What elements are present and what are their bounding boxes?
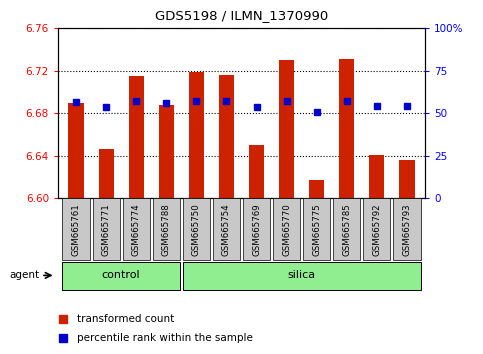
FancyBboxPatch shape [243, 198, 270, 260]
Text: control: control [102, 270, 141, 280]
Text: transformed count: transformed count [77, 314, 174, 324]
FancyBboxPatch shape [363, 198, 390, 260]
FancyBboxPatch shape [62, 262, 180, 290]
Text: silica: silica [287, 270, 316, 280]
Bar [279, 60, 294, 198]
Text: percentile rank within the sample: percentile rank within the sample [77, 333, 253, 343]
FancyBboxPatch shape [333, 198, 360, 260]
FancyBboxPatch shape [303, 198, 330, 260]
Text: GSM665788: GSM665788 [162, 203, 171, 256]
Text: GSM665769: GSM665769 [252, 203, 261, 256]
Text: GDS5198 / ILMN_1370990: GDS5198 / ILMN_1370990 [155, 9, 328, 22]
FancyBboxPatch shape [183, 262, 421, 290]
Bar [69, 103, 84, 198]
FancyBboxPatch shape [62, 198, 89, 260]
FancyBboxPatch shape [213, 198, 240, 260]
FancyBboxPatch shape [183, 198, 210, 260]
Text: agent: agent [10, 270, 40, 280]
Text: GSM665770: GSM665770 [282, 203, 291, 256]
Bar [128, 76, 144, 198]
Bar [249, 145, 264, 198]
Bar [339, 59, 355, 198]
Text: GSM665750: GSM665750 [192, 203, 201, 256]
Text: GSM665785: GSM665785 [342, 203, 351, 256]
Bar [99, 149, 114, 198]
Text: GSM665771: GSM665771 [101, 203, 111, 256]
Bar [309, 180, 324, 198]
Text: GSM665761: GSM665761 [71, 203, 81, 256]
Text: GSM665754: GSM665754 [222, 203, 231, 256]
Bar [219, 75, 234, 198]
FancyBboxPatch shape [93, 198, 120, 260]
FancyBboxPatch shape [394, 198, 421, 260]
Text: GSM665792: GSM665792 [372, 203, 382, 256]
FancyBboxPatch shape [273, 198, 300, 260]
Text: GSM665774: GSM665774 [132, 203, 141, 256]
Bar [159, 105, 174, 198]
Bar [189, 72, 204, 198]
FancyBboxPatch shape [153, 198, 180, 260]
Bar [369, 155, 384, 198]
Text: GSM665775: GSM665775 [312, 203, 321, 256]
Text: GSM665793: GSM665793 [402, 203, 412, 256]
FancyBboxPatch shape [123, 198, 150, 260]
Bar [399, 160, 414, 198]
